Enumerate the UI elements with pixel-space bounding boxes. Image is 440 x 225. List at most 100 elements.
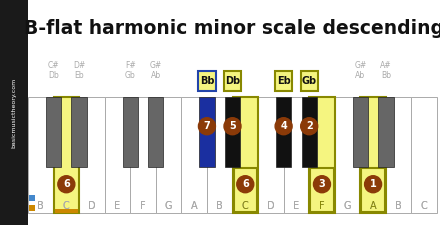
Circle shape bbox=[58, 176, 75, 193]
Bar bbox=[309, 97, 335, 213]
Bar bbox=[335, 97, 360, 213]
Text: Eb: Eb bbox=[74, 72, 84, 81]
Text: B: B bbox=[37, 201, 44, 211]
Bar bbox=[105, 97, 130, 213]
Text: E: E bbox=[114, 201, 121, 211]
Text: C: C bbox=[242, 201, 249, 211]
Bar bbox=[301, 97, 317, 166]
Text: 6: 6 bbox=[63, 179, 70, 189]
FancyBboxPatch shape bbox=[234, 168, 257, 212]
Text: Eb: Eb bbox=[277, 76, 290, 86]
Text: D: D bbox=[267, 201, 275, 211]
Text: Gb: Gb bbox=[302, 76, 317, 86]
Text: C: C bbox=[242, 201, 249, 211]
Bar bbox=[309, 97, 335, 213]
Text: G: G bbox=[344, 201, 351, 211]
Text: 3: 3 bbox=[319, 179, 325, 189]
Text: A: A bbox=[191, 201, 198, 211]
Text: Bb: Bb bbox=[200, 76, 214, 86]
Text: B: B bbox=[216, 201, 223, 211]
Bar bbox=[28, 97, 54, 213]
Bar bbox=[79, 97, 105, 213]
Circle shape bbox=[224, 118, 241, 135]
Bar bbox=[55, 209, 78, 213]
Bar bbox=[29, 205, 35, 211]
Bar bbox=[0, 0, 28, 225]
Text: C: C bbox=[63, 201, 70, 211]
Text: D: D bbox=[88, 201, 96, 211]
Bar bbox=[181, 97, 207, 213]
Text: B: B bbox=[395, 201, 402, 211]
Text: C#: C# bbox=[48, 61, 59, 70]
Text: F: F bbox=[319, 201, 325, 211]
Bar bbox=[276, 97, 291, 166]
Text: D#: D# bbox=[73, 61, 85, 70]
Text: 5: 5 bbox=[229, 121, 236, 131]
Text: Bb: Bb bbox=[381, 72, 391, 81]
Text: F#: F# bbox=[125, 61, 136, 70]
Text: C: C bbox=[421, 201, 428, 211]
Text: F: F bbox=[319, 201, 325, 211]
Text: G: G bbox=[344, 201, 351, 211]
Bar bbox=[232, 97, 258, 213]
Bar bbox=[29, 195, 35, 201]
Text: Db: Db bbox=[225, 76, 240, 86]
Text: E: E bbox=[293, 201, 300, 211]
Bar bbox=[54, 97, 79, 213]
FancyBboxPatch shape bbox=[198, 71, 216, 91]
Text: 6: 6 bbox=[242, 179, 249, 189]
Bar bbox=[225, 97, 240, 166]
Bar bbox=[386, 97, 411, 213]
FancyBboxPatch shape bbox=[275, 71, 292, 91]
Bar bbox=[284, 97, 309, 213]
Text: C: C bbox=[63, 201, 70, 211]
Text: B-flat harmonic minor scale descending: B-flat harmonic minor scale descending bbox=[24, 18, 440, 38]
Text: Db: Db bbox=[48, 72, 59, 81]
Circle shape bbox=[301, 118, 318, 135]
Bar bbox=[199, 97, 215, 166]
Text: Ab: Ab bbox=[151, 72, 161, 81]
Bar bbox=[71, 97, 87, 166]
Circle shape bbox=[365, 176, 381, 193]
Text: 2: 2 bbox=[306, 121, 312, 131]
Text: basicmusictheory.com: basicmusictheory.com bbox=[11, 77, 17, 148]
Text: G#: G# bbox=[354, 61, 367, 70]
Bar bbox=[46, 97, 61, 166]
Bar bbox=[130, 97, 156, 213]
Text: A: A bbox=[370, 201, 376, 211]
Bar bbox=[360, 97, 386, 213]
Bar bbox=[411, 97, 437, 213]
Text: 1: 1 bbox=[370, 179, 377, 189]
Bar bbox=[360, 97, 386, 213]
Circle shape bbox=[313, 176, 330, 193]
Bar bbox=[378, 97, 393, 166]
FancyBboxPatch shape bbox=[301, 71, 318, 91]
FancyBboxPatch shape bbox=[310, 168, 334, 212]
Circle shape bbox=[237, 176, 254, 193]
Text: C: C bbox=[421, 201, 428, 211]
Bar bbox=[207, 97, 232, 213]
Text: Gb: Gb bbox=[125, 72, 136, 81]
Text: F: F bbox=[140, 201, 146, 211]
Text: G: G bbox=[165, 201, 172, 211]
Text: 7: 7 bbox=[204, 121, 210, 131]
Bar bbox=[123, 97, 138, 166]
Text: D: D bbox=[88, 201, 96, 211]
Text: A#: A# bbox=[380, 61, 392, 70]
Text: A: A bbox=[191, 201, 198, 211]
Text: F: F bbox=[140, 201, 146, 211]
Circle shape bbox=[198, 118, 216, 135]
FancyBboxPatch shape bbox=[224, 71, 241, 91]
FancyBboxPatch shape bbox=[361, 168, 385, 212]
Bar bbox=[148, 97, 164, 166]
Text: Ab: Ab bbox=[355, 72, 365, 81]
Text: A: A bbox=[370, 201, 376, 211]
Bar bbox=[54, 97, 79, 213]
Text: B: B bbox=[216, 201, 223, 211]
Text: D: D bbox=[267, 201, 275, 211]
Text: B: B bbox=[37, 201, 44, 211]
Bar bbox=[156, 97, 181, 213]
Circle shape bbox=[275, 118, 292, 135]
Bar bbox=[258, 97, 284, 213]
Bar bbox=[352, 97, 368, 166]
